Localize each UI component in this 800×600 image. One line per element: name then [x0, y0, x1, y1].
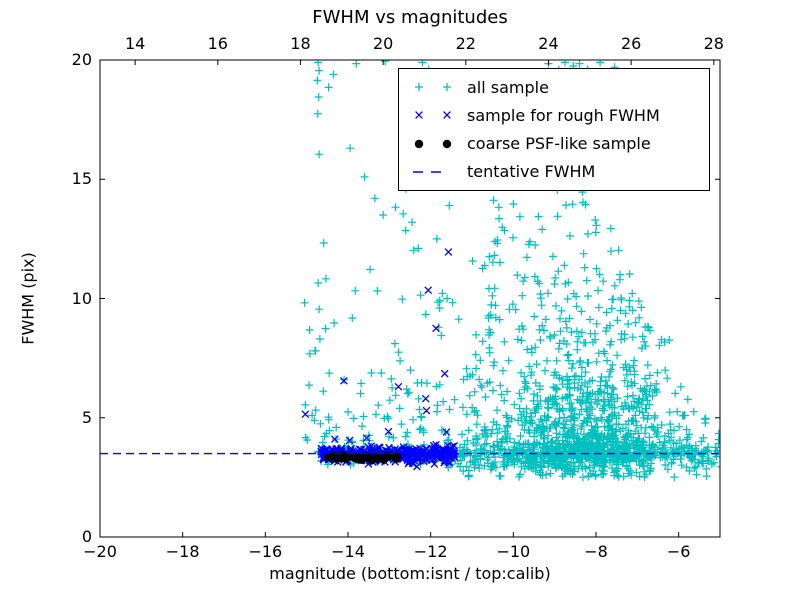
x-top-tick-label: 20 — [372, 34, 394, 53]
x-top-tick-label: 26 — [620, 34, 642, 53]
y-left-tick-label: 10 — [71, 288, 92, 308]
psf-sample-point — [324, 452, 334, 462]
plot-area — [300, 60, 720, 482]
dash-legend-icon — [413, 171, 441, 173]
x-top-tick-label: 14 — [124, 34, 146, 53]
cross-legend-icon — [415, 111, 451, 120]
x-top-tick-label: 18 — [290, 34, 311, 53]
x-bottom-tick-label: −12 — [413, 542, 448, 561]
legend-label: all sample — [467, 77, 549, 97]
x-top-tick-label: 24 — [538, 34, 559, 53]
x-axis-label: magnitude (bottom:isnt / top:calib) — [269, 564, 551, 583]
x-bottom-tick-label: −20 — [83, 542, 117, 561]
psf-sample-point — [391, 454, 401, 463]
x-bottom-tick-label: −10 — [496, 542, 531, 561]
chart-title: FWHM vs magnitudes — [312, 7, 508, 28]
y-left-tick-label: 15 — [71, 169, 92, 189]
psf-sample-point — [357, 455, 366, 464]
x-bottom-tick-label: −6 — [666, 542, 691, 561]
legend-label: sample for rough FWHM — [467, 105, 660, 125]
y-axis-label: FWHM (pix) — [18, 252, 38, 345]
legend-entry-0: all sample — [399, 74, 709, 101]
psf-sample-point — [331, 453, 340, 463]
y-left-tick-label: 0 — [81, 527, 92, 546]
x-bottom-tick-label: −8 — [584, 542, 608, 561]
x-bottom-tick-label: −14 — [331, 542, 365, 561]
legend-entry-2: coarse PSF-like sample — [399, 130, 709, 157]
psf-sample-point — [345, 452, 355, 461]
x-top-tick-label: 16 — [207, 34, 228, 53]
all-sample-points — [300, 60, 720, 482]
legend-entry-1: sample for rough FWHM — [399, 102, 709, 129]
y-left-tick-label: 5 — [81, 407, 92, 427]
plus-legend-icon — [415, 83, 451, 92]
x-bottom-tick-label: −16 — [248, 542, 283, 561]
legend-label: tentative FWHM — [467, 162, 596, 182]
y-left-tick-label: 20 — [71, 50, 92, 69]
legend-label: coarse PSF-like sample — [467, 134, 651, 154]
legend-box: all sample sample for rough FWHM coarse PS… — [398, 68, 710, 191]
x-top-tick-label: 22 — [455, 34, 476, 53]
legend-entry-3: tentative FWHM — [399, 158, 709, 185]
x-top-tick-label: 28 — [703, 34, 724, 53]
x-bottom-tick-label: −18 — [165, 542, 200, 561]
dot-legend-icon — [414, 139, 452, 148]
